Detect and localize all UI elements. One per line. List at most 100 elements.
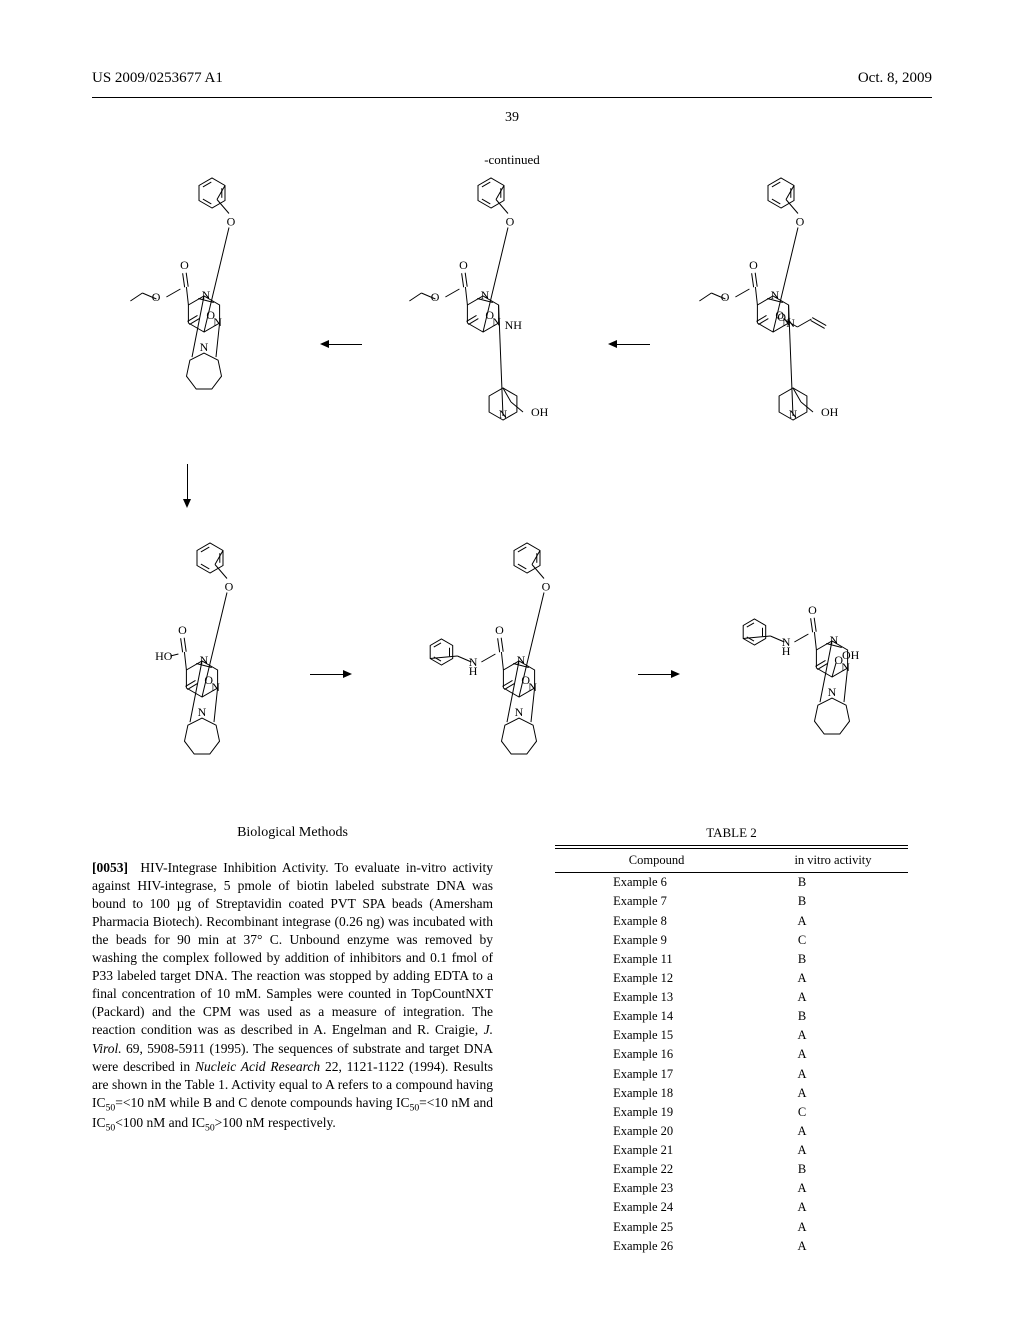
svg-text:OH: OH (531, 405, 549, 419)
cell-compound: Example 14 (555, 1007, 758, 1026)
cell-activity: B (758, 950, 908, 969)
cell-activity: A (758, 969, 908, 988)
reaction-arrow (310, 674, 350, 675)
cell-activity: A (758, 1122, 908, 1141)
left-column: Biological Methods [0053] HIV-Integrase … (92, 824, 493, 1256)
svg-text:O: O (506, 215, 515, 229)
cell-activity: C (758, 1103, 908, 1122)
cell-compound: Example 6 (555, 873, 758, 893)
cell-activity: A (758, 1198, 908, 1217)
cell-activity: A (758, 988, 908, 1007)
table-row: Example 17A (555, 1064, 908, 1083)
paragraph-0053: [0053] HIV-Integrase Inhibition Activity… (92, 859, 493, 1135)
cell-activity: A (758, 1084, 908, 1103)
svg-text:O: O (152, 290, 161, 304)
ic50-a: =<10 nM while B and C denote compounds h… (115, 1095, 409, 1110)
cell-compound: Example 8 (555, 911, 758, 930)
cell-activity: A (758, 1045, 908, 1064)
cell-compound: Example 15 (555, 1026, 758, 1045)
table-row: Example 26A (555, 1237, 908, 1256)
cell-compound: Example 9 (555, 931, 758, 950)
cell-compound: Example 22 (555, 1160, 758, 1179)
cell-activity: A (758, 1217, 908, 1236)
col-activity: in vitro activity (758, 849, 908, 872)
right-column: TABLE 2 Compound in vitro activity Examp… (531, 824, 932, 1256)
ic50-sub: 50 (205, 1123, 215, 1134)
table-row: Example 21A (555, 1141, 908, 1160)
svg-text:O: O (227, 215, 236, 229)
molecule-m4: ONNOOHON (92, 539, 282, 789)
table-row: Example 18A (555, 1084, 908, 1103)
cell-activity: A (758, 911, 908, 930)
para-number: [0053] (92, 860, 128, 875)
cell-activity: A (758, 1237, 908, 1256)
svg-text:O: O (721, 290, 730, 304)
svg-text:N: N (200, 340, 209, 354)
table-row: Example 16A (555, 1045, 908, 1064)
ic50-sub: 50 (409, 1102, 419, 1113)
svg-text:H: H (782, 644, 791, 658)
molecule-m5: ONNOONHN (377, 539, 607, 789)
para-body: HIV-Integrase Inhibition Activity. To ev… (92, 860, 493, 1038)
ic50-sub: 50 (106, 1123, 116, 1134)
svg-text:O: O (796, 215, 805, 229)
section-title: Biological Methods (92, 824, 493, 843)
page-header: US 2009/0253677 A1 Oct. 8, 2009 (0, 0, 1024, 93)
cell-activity: B (758, 1007, 908, 1026)
table-row: Example 14B (555, 1007, 908, 1026)
continued-label: -continued (0, 152, 1024, 168)
table-row: Example 13A (555, 988, 908, 1007)
cell-activity: A (758, 1179, 908, 1198)
table-row: Example 9C (555, 931, 908, 950)
svg-text:O: O (542, 580, 551, 594)
cell-compound: Example 21 (555, 1141, 758, 1160)
table-row: Example 20A (555, 1122, 908, 1141)
table-row: Example 7B (555, 892, 908, 911)
cell-activity: A (758, 1141, 908, 1160)
molecule-m2: ONNOOONHNOH (387, 174, 577, 504)
svg-text:O: O (178, 623, 187, 637)
reaction-arrow (187, 464, 188, 506)
ic50-sub: 50 (106, 1102, 116, 1113)
cell-activity: A (758, 1064, 908, 1083)
publication-number: US 2009/0253677 A1 (92, 70, 223, 87)
svg-text:NH: NH (505, 318, 523, 332)
cell-compound: Example 16 (555, 1045, 758, 1064)
table-row: Example 19C (555, 1103, 908, 1122)
svg-text:O: O (431, 290, 440, 304)
molecule-m6: NNOONHOHN (682, 539, 912, 789)
table-row: Example 12A (555, 969, 908, 988)
svg-text:O: O (749, 258, 758, 272)
svg-text:N: N (786, 316, 795, 330)
cell-compound: Example 20 (555, 1122, 758, 1141)
col-compound: Compound (555, 849, 758, 872)
svg-text:N: N (515, 705, 524, 719)
ic50-d: >100 nM respectively. (215, 1115, 336, 1130)
cell-activity: B (758, 873, 908, 893)
cell-compound: Example 12 (555, 969, 758, 988)
header-rule (92, 97, 932, 98)
page-number: 39 (0, 110, 1024, 126)
cell-compound: Example 26 (555, 1237, 758, 1256)
reaction-arrow (610, 344, 650, 345)
cell-compound: Example 25 (555, 1217, 758, 1236)
cell-activity: C (758, 931, 908, 950)
cell-compound: Example 24 (555, 1198, 758, 1217)
table-row: Example 25A (555, 1217, 908, 1236)
table-row: Example 11B (555, 950, 908, 969)
cell-activity: B (758, 1160, 908, 1179)
table-row: Example 15A (555, 1026, 908, 1045)
ic50-c: <100 nM and IC (115, 1115, 205, 1130)
activity-table: Compound in vitro activity Example 6BExa… (555, 845, 908, 1255)
reaction-scheme: ONNOOONONNOOONHNOHONNOOOONOHNONNOOHONONN… (92, 174, 932, 814)
table-row: Example 23A (555, 1179, 908, 1198)
table-row: Example 8A (555, 911, 908, 930)
svg-text:O: O (459, 258, 468, 272)
cell-compound: Example 13 (555, 988, 758, 1007)
table-caption: TABLE 2 (531, 824, 932, 841)
cell-compound: Example 11 (555, 950, 758, 969)
reaction-arrow (638, 674, 678, 675)
svg-text:HO: HO (155, 649, 173, 663)
molecule-m3: ONNOOOONOHN (677, 174, 902, 504)
table-row: Example 24A (555, 1198, 908, 1217)
